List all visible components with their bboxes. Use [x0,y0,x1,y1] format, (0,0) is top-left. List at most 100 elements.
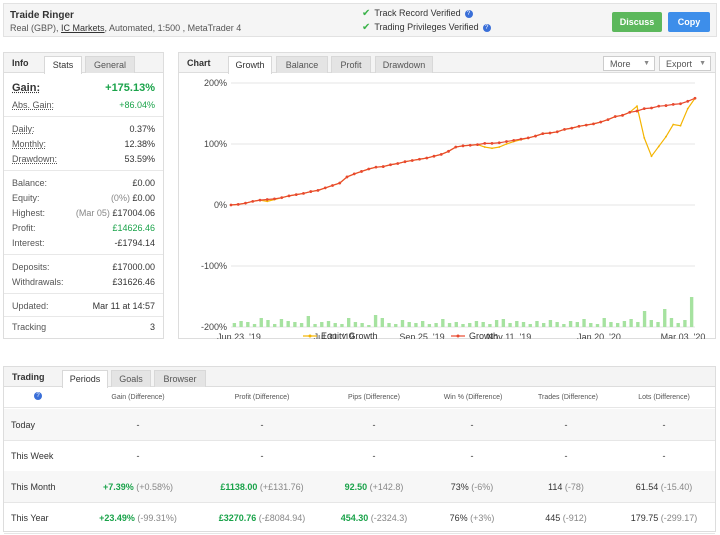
growth-point [331,184,334,187]
cell-difference: (+£131.76) [259,482,304,492]
volume-bar [306,316,311,327]
growth-point [410,159,414,162]
tracking-row: Tracking 3 [12,322,155,332]
interest-row: Interest: -£1794.14 [12,238,155,248]
cell-value: 179.75 [630,513,659,523]
divider [4,116,163,117]
legend-label: Equity Growth [321,331,378,339]
cell-win: - [424,451,520,461]
growth-point [577,124,581,128]
tab-drawdown[interactable]: Drawdown [375,56,433,73]
discuss-button[interactable]: Discuss [612,12,662,32]
deposits-row: Deposits: £17000.00 [12,262,155,272]
cell-value: +7.39% [102,482,134,492]
highest-date: (Mar 05) [75,208,110,218]
highest-label: Highest: [12,208,46,218]
balance-value: £0.00 [132,178,155,188]
table-row: Today - - - - - - [4,409,715,441]
tab-browser[interactable]: Browser [154,370,206,387]
volume-bar [420,321,425,327]
volume-bar [501,319,506,327]
daily-value: 0.37% [129,124,155,134]
col-pips: Pips (Difference) [347,394,400,401]
period-label: This Year [11,513,49,523]
volume-bar [642,311,647,327]
cell-difference: (-£8084.94) [258,513,306,523]
cell-difference: (-78) [564,482,584,492]
tab-periods[interactable]: Periods [62,370,108,388]
legend-marker [456,334,460,338]
more-label: More [610,59,631,69]
growth-point [447,149,450,153]
growth-point [367,167,371,171]
equity-point [650,155,653,158]
volume-bar [528,324,532,327]
growth-point [657,104,661,108]
cell-lots: 179.75 (-299.17) [612,513,716,523]
cell-win: 76% (+3%) [424,513,520,523]
tab-stats[interactable]: Stats [44,56,82,74]
cell-value: 76% [449,513,468,523]
volume-bar [380,318,384,327]
equity-point [643,137,646,139]
col-trades: Trades (Difference) [538,394,598,401]
cell-difference: (-299.17) [660,513,698,523]
volume-bar [535,321,539,327]
interest-value: -£1794.14 [114,238,155,248]
volume-bar [683,320,687,327]
profit-value: £14626.46 [112,223,155,233]
growth-point [671,102,675,106]
volume-bar [669,318,674,327]
daily-label: Daily: [12,124,35,134]
volume-bar [441,319,445,327]
trading-privileges-verified: ✔ Trading Privileges Verified? [362,22,491,33]
help-icon[interactable]: ? [464,9,473,18]
growth-point [592,122,595,126]
profit-label: Profit: [12,223,36,233]
growth-point [526,136,530,140]
tab-general[interactable]: General [85,56,135,73]
growth-point [693,96,697,100]
gain-value: +175.13% [105,82,155,94]
more-dropdown[interactable]: More ▼ [603,56,655,71]
growth-point [454,145,458,149]
export-dropdown[interactable]: Export ▼ [659,56,711,71]
volume-bar [548,320,553,327]
growth-point [287,194,291,198]
chart-tabbar: Chart Growth Balance Profit Drawdown Mor… [179,53,715,74]
tab-balance[interactable]: Balance [276,56,328,73]
volume-bar [629,319,633,327]
cell-lots: - [612,451,716,461]
tab-growth[interactable]: Growth [228,56,272,74]
volume-bar [568,321,573,327]
cell-difference: (-912) [562,513,587,523]
equity-label: Equity: [12,193,40,203]
y-tick-label: 0% [214,200,227,210]
volume-bar [609,322,613,327]
tracking-value: 3 [149,322,155,332]
chart-panel: Chart Growth Balance Profit Drawdown Mor… [178,52,716,339]
growth-point [323,186,327,190]
copy-button[interactable]: Copy [668,12,710,32]
growth-point [519,137,523,141]
growth-point [381,165,385,168]
equity-row: Equity: (0%) £0.00 [12,193,155,203]
abs-gain-row: Abs. Gain: +86.04% [12,100,155,110]
growth-point [439,152,443,156]
divider [4,254,163,255]
growth-point [309,190,313,193]
abs-gain-label: Abs. Gain: [12,100,55,110]
volume-bar [313,324,317,327]
help-icon[interactable]: ? [482,23,491,32]
growth-point [236,202,240,206]
growth-point [403,160,407,164]
growth-point [258,198,262,202]
tab-goals[interactable]: Goals [111,370,151,387]
tab-profit[interactable]: Profit [331,56,371,73]
broker-link[interactable]: IC Markets [61,23,105,33]
help-icon[interactable]: ? [34,392,42,400]
equity-point [498,146,501,148]
growth-point [686,99,690,103]
volume-bar [555,322,559,327]
cell-value: - [372,451,376,461]
